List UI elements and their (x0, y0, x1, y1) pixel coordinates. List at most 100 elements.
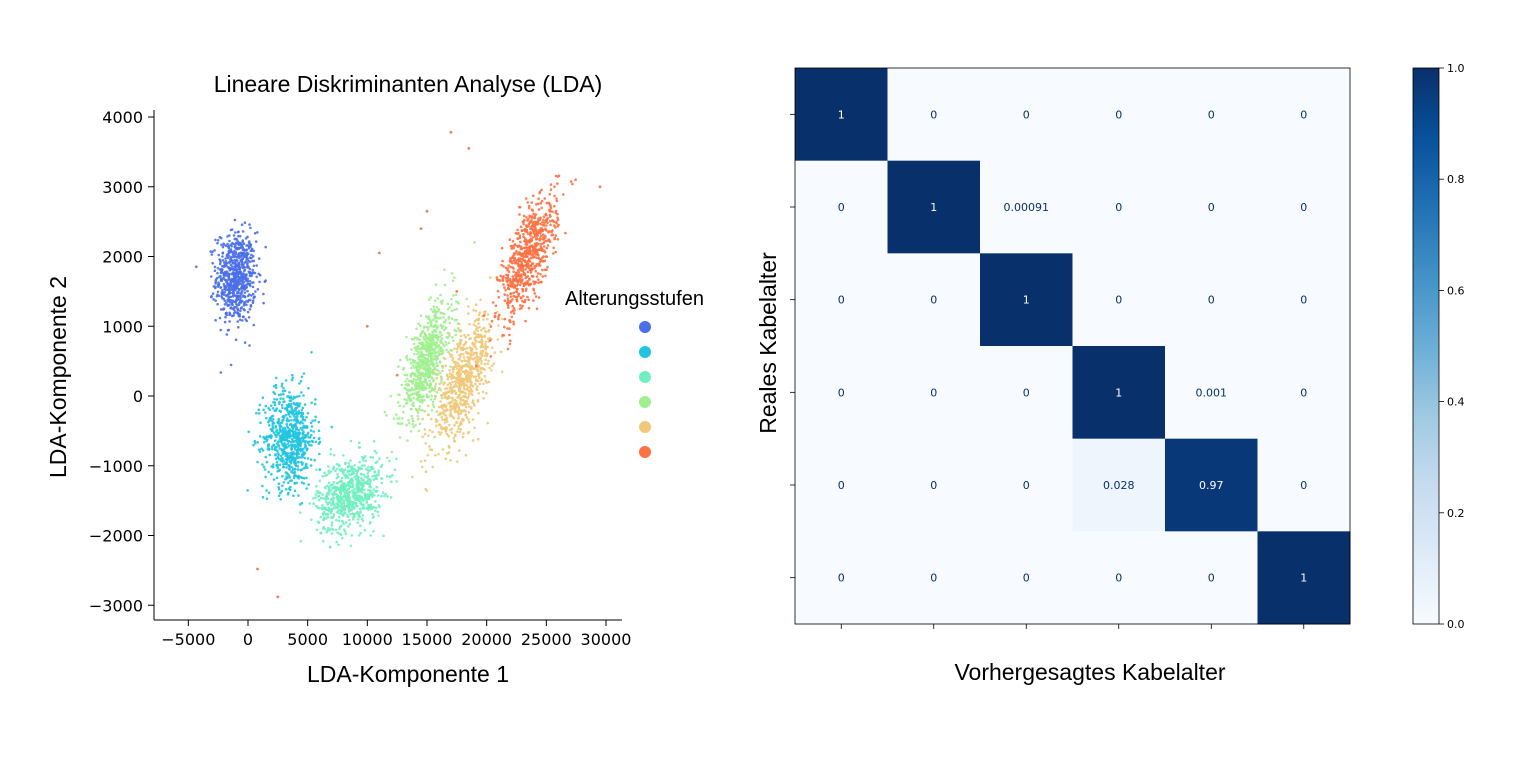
scatter-point (378, 505, 381, 509)
scatter-point (285, 422, 289, 426)
scatter-point (232, 292, 235, 296)
scatter-point (335, 540, 339, 544)
scatter-point (450, 431, 454, 435)
scatter-point (471, 399, 475, 402)
scatter-point (533, 292, 537, 295)
scatter-point (434, 382, 438, 386)
scatter-point (532, 280, 535, 283)
scatter-point (301, 432, 305, 435)
scatter-point (528, 278, 531, 281)
y-tick-label: 1000 (102, 317, 143, 336)
scatter-point (264, 404, 268, 408)
scatter-point (296, 443, 300, 446)
scatter-point (442, 392, 445, 396)
scatter-point (356, 487, 359, 491)
scatter-point (339, 496, 342, 500)
scatter-point (520, 229, 524, 232)
scatter-point (537, 248, 540, 252)
matrix-frame (794, 67, 1351, 625)
scatter-point (298, 382, 301, 385)
scatter-point (414, 381, 418, 385)
scatter-point (290, 429, 294, 432)
scatter-point (455, 400, 458, 403)
scatter-point (445, 348, 448, 352)
scatter-point (510, 315, 514, 319)
colorbar: 0.00.20.40.60.81.0 (1412, 62, 1465, 631)
scatter-point (479, 371, 483, 374)
scatter-point (277, 419, 280, 423)
scatter-point (378, 457, 381, 461)
scatter-point (286, 426, 290, 430)
scatter-point (447, 435, 451, 438)
scatter-point (219, 371, 223, 374)
scatter-point (269, 404, 273, 408)
scatter-point (332, 453, 336, 457)
scatter-point (291, 376, 295, 380)
scatter-point (287, 474, 291, 478)
scatter-point (262, 465, 266, 469)
scatter-point (521, 287, 524, 291)
scatter-point (363, 464, 366, 467)
matrix-cell (887, 531, 981, 625)
scatter-point (280, 437, 283, 441)
scatter-point (337, 519, 341, 523)
scatter-point (232, 314, 235, 317)
scatter-point (322, 539, 325, 543)
scatter-point (540, 199, 544, 203)
scatter-point (413, 359, 417, 363)
scatter-point (370, 467, 374, 471)
scatter-point (500, 263, 503, 267)
scatter-point (446, 336, 450, 340)
scatter-point (285, 406, 289, 410)
scatter-point (298, 503, 302, 506)
scatter-point (431, 403, 435, 406)
scatter-point (305, 476, 308, 480)
scatter-point (529, 256, 533, 260)
scatter-point (237, 267, 241, 271)
scatter-point (462, 386, 466, 390)
scatter-point (429, 354, 432, 358)
scatter-point (350, 534, 354, 537)
scatter-point (253, 295, 256, 299)
scatter-point (232, 234, 236, 237)
scatter-point (457, 396, 460, 399)
cell-label: 1 (930, 201, 937, 214)
scatter-point (506, 347, 510, 351)
scatter-point (502, 275, 505, 278)
scatter-point (402, 366, 406, 370)
scatter-point (274, 453, 277, 456)
scatter-point (246, 310, 250, 314)
scatter-point (380, 463, 384, 467)
scatter-point (377, 473, 380, 477)
scatter-point (326, 492, 329, 495)
outlier-point (365, 324, 369, 328)
scatter-point (533, 245, 536, 248)
scatter-point (299, 379, 303, 383)
scatter-point (415, 397, 419, 401)
scatter-point (464, 383, 468, 387)
scatter-point (350, 478, 353, 481)
scatter-point (256, 288, 260, 291)
scatter-point (475, 387, 478, 391)
scatter-point (463, 359, 466, 362)
scatter-point (526, 232, 530, 235)
scatter-point (422, 335, 426, 339)
matrix-cell (980, 68, 1073, 162)
scatter-point (453, 308, 456, 312)
scatter-point (277, 494, 281, 498)
scatter-point (358, 446, 362, 449)
scatter-point (363, 528, 367, 532)
scatter-point (344, 473, 348, 477)
scatter-point (327, 465, 330, 468)
scatter-point (297, 494, 300, 497)
scatter-point (464, 340, 468, 344)
scatter-point (349, 485, 352, 488)
scatter-point (356, 477, 360, 480)
outlier-point (425, 209, 429, 213)
scatter-point (510, 245, 514, 248)
scatter-point (288, 396, 292, 400)
scatter-point (453, 410, 457, 414)
scatter-point (390, 480, 393, 484)
scatter-point (233, 231, 237, 234)
scatter-point (545, 224, 548, 227)
